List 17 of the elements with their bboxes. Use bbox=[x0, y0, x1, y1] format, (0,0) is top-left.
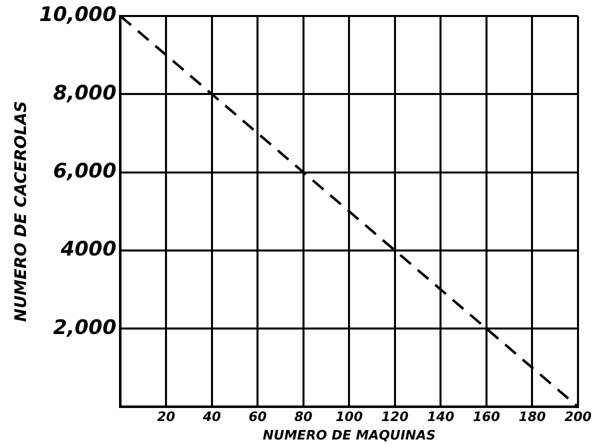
y-tick-label: 8,000 bbox=[53, 80, 116, 104]
x-tick-label: 140 bbox=[427, 410, 454, 425]
x-tick-label: 80 bbox=[294, 410, 312, 425]
y-tick-label: 2,000 bbox=[53, 314, 116, 339]
x-tick-label: 180 bbox=[518, 410, 546, 425]
x-tick-label: 40 bbox=[202, 410, 221, 425]
x-tick-label: 100 bbox=[336, 410, 363, 425]
y-tick-label: 10,000 bbox=[39, 2, 116, 26]
x-tick-label: 160 bbox=[472, 410, 500, 425]
y-tick-label: 4000 bbox=[60, 236, 116, 261]
x-tick-label: 60 bbox=[248, 410, 267, 425]
y-tick-label: 6,000 bbox=[53, 158, 116, 183]
x-axis-title: NUMERO DE MAQUINAS bbox=[262, 428, 436, 444]
x-tick-label: 200 bbox=[564, 410, 592, 425]
y-axis-title: NUMERO DE CACEROLAS bbox=[10, 100, 30, 322]
x-tick-label: 20 bbox=[157, 410, 176, 425]
x-tick-label: 120 bbox=[381, 410, 409, 425]
